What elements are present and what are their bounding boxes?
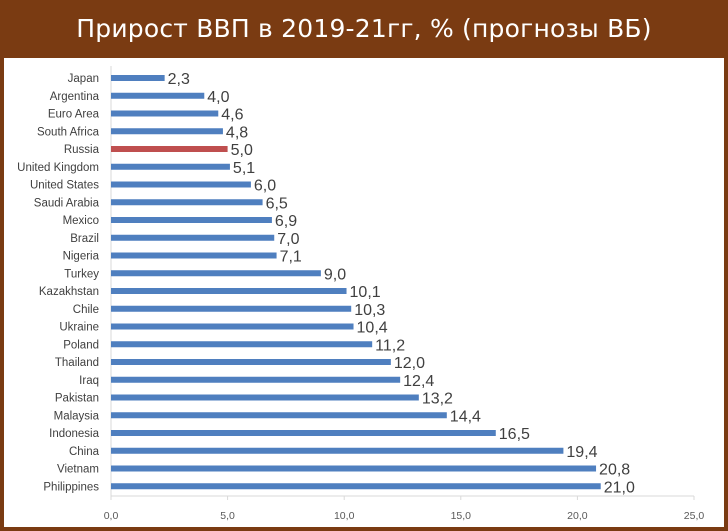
category-label: Russia	[64, 144, 100, 156]
data-label: 4,0	[207, 89, 229, 106]
category-label: Euro Area	[48, 109, 100, 121]
data-label: 14,4	[450, 408, 481, 425]
data-label: 10,1	[350, 284, 381, 301]
category-label: South Africa	[37, 126, 100, 138]
chart-panel: Japan 2,3 Argentina 4,0 Euro Area 4,6 South Af…	[4, 58, 724, 527]
bar	[111, 341, 373, 348]
data-label: 5,0	[231, 142, 253, 159]
bar	[111, 376, 401, 383]
category-label: Vietnam	[57, 464, 99, 476]
bar	[111, 323, 354, 330]
category-label: Brazil	[70, 233, 99, 245]
data-label: 4,8	[226, 124, 248, 141]
category-label: Philippines	[43, 481, 99, 493]
bar	[111, 483, 601, 490]
chart-title: Прирост ВВП в 2019-21гг, % (прогнозы ВБ)	[76, 13, 652, 43]
data-label: 11,2	[375, 337, 405, 354]
category-label: Thailand	[55, 357, 99, 369]
bar	[111, 181, 251, 188]
data-label: 7,1	[280, 249, 302, 266]
bar	[111, 270, 321, 277]
category-label: United States	[30, 180, 99, 192]
bar	[111, 359, 391, 365]
x-tick-label: 5,0	[220, 510, 235, 522]
category-label: Kazakhstan	[39, 286, 99, 298]
bar	[111, 199, 263, 206]
data-label: 10,3	[354, 302, 385, 319]
data-label: 6,5	[266, 195, 288, 212]
data-label: 13,2	[422, 391, 453, 408]
bar	[111, 412, 447, 419]
data-label: 10,4	[357, 320, 388, 337]
data-label: 19,4	[566, 444, 597, 461]
data-label: 9,0	[324, 266, 346, 283]
category-label: Turkey	[64, 268, 99, 280]
bar	[111, 447, 564, 454]
title-bar: Прирост ВВП в 2019-21гг, % (прогнозы ВБ)	[0, 0, 728, 56]
category-label: Mexico	[63, 215, 99, 227]
category-label: Poland	[63, 339, 99, 351]
bar	[111, 217, 272, 223]
bar	[111, 146, 228, 152]
category-label: Chile	[73, 304, 99, 316]
bar	[111, 75, 165, 81]
bar	[111, 163, 230, 170]
bar	[111, 110, 219, 117]
x-tick-label: 0,0	[104, 510, 119, 522]
bar	[111, 430, 496, 436]
bar	[111, 305, 352, 312]
bar	[111, 288, 347, 294]
data-label: 12,4	[403, 373, 434, 390]
bar	[111, 128, 223, 135]
category-label: Malaysia	[54, 410, 100, 422]
bar	[111, 234, 275, 241]
category-label: Pakistan	[55, 393, 99, 405]
category-label: Argentina	[50, 91, 100, 103]
category-label: Japan	[68, 73, 99, 85]
bar	[111, 252, 277, 259]
data-label: 21,0	[604, 479, 635, 496]
category-label: United Kingdom	[17, 162, 99, 174]
bar	[111, 394, 419, 401]
category-label: Iraq	[79, 375, 99, 387]
x-tick-label: 25,0	[684, 510, 705, 522]
data-label: 20,8	[599, 462, 630, 479]
data-label: 2,3	[168, 71, 190, 88]
category-label: Ukraine	[59, 322, 99, 334]
category-label: Indonesia	[49, 428, 99, 440]
category-label: Saudi Arabia	[34, 197, 100, 209]
bar	[111, 92, 205, 99]
data-label: 12,0	[394, 355, 425, 372]
bar	[111, 465, 597, 472]
data-label: 6,9	[275, 213, 297, 230]
x-tick-label: 20,0	[567, 510, 588, 522]
data-label: 5,1	[233, 160, 255, 177]
data-label: 7,0	[277, 231, 299, 248]
data-label: 6,0	[254, 178, 276, 195]
category-label: Nigeria	[63, 251, 100, 263]
data-label: 4,6	[221, 107, 243, 124]
x-tick-label: 10,0	[334, 510, 355, 522]
category-label: China	[69, 446, 100, 458]
gdp-growth-bar-chart: Japan 2,3 Argentina 4,0 Euro Area 4,6 South Af…	[17, 66, 705, 522]
x-tick-label: 15,0	[451, 510, 472, 522]
data-label: 16,5	[499, 426, 530, 443]
